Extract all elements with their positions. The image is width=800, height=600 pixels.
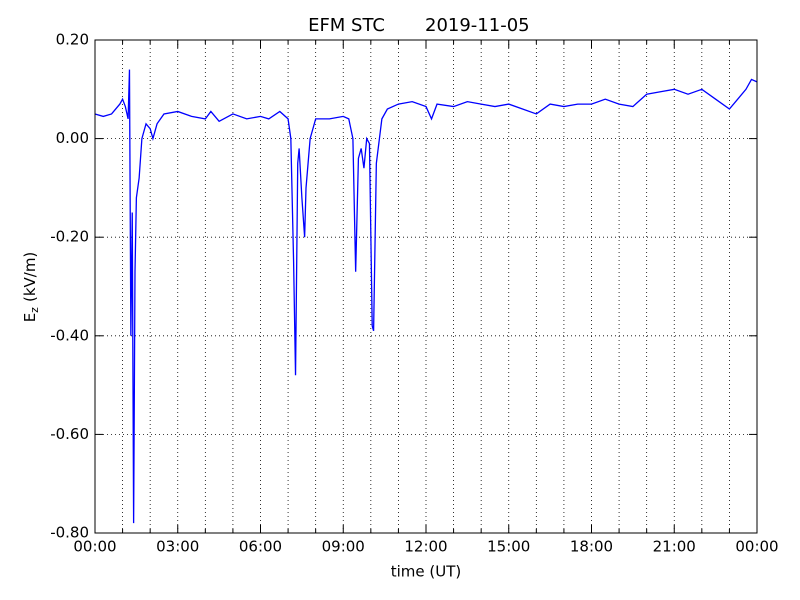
x-tick-label: 18:00: [570, 538, 613, 556]
y-tick-label: 0.00: [56, 129, 89, 147]
y-tick-label: -0.80: [50, 524, 89, 542]
chart-title: EFM STC: [308, 15, 385, 36]
y-tick-label: -0.60: [50, 425, 89, 443]
x-tick-label: 15:00: [487, 538, 530, 556]
x-tick-label: 00:00: [73, 538, 116, 556]
x-tick-label: 03:00: [156, 538, 199, 556]
x-tick-label: 12:00: [404, 538, 447, 556]
chart-date: 2019-11-05: [425, 15, 530, 36]
y-tick-label: 0.20: [56, 31, 89, 49]
data-line: [94, 69, 758, 524]
y-label-main: E: [21, 313, 39, 322]
y-tick-label: -0.20: [50, 228, 89, 246]
y-label-sub: z: [28, 307, 41, 313]
x-axis-label: time (UT): [391, 563, 462, 581]
x-tick-label: 09:00: [322, 538, 365, 556]
y-label-unit: (kV/m): [21, 252, 39, 302]
y-tick-label: -0.40: [50, 326, 89, 344]
y-axis-label: Ez (kV/m): [21, 252, 42, 323]
x-tick-label: 06:00: [239, 538, 282, 556]
x-tick-label: 21:00: [653, 538, 696, 556]
x-tick-label: 00:00: [735, 538, 778, 556]
plot-frame: [94, 39, 758, 534]
